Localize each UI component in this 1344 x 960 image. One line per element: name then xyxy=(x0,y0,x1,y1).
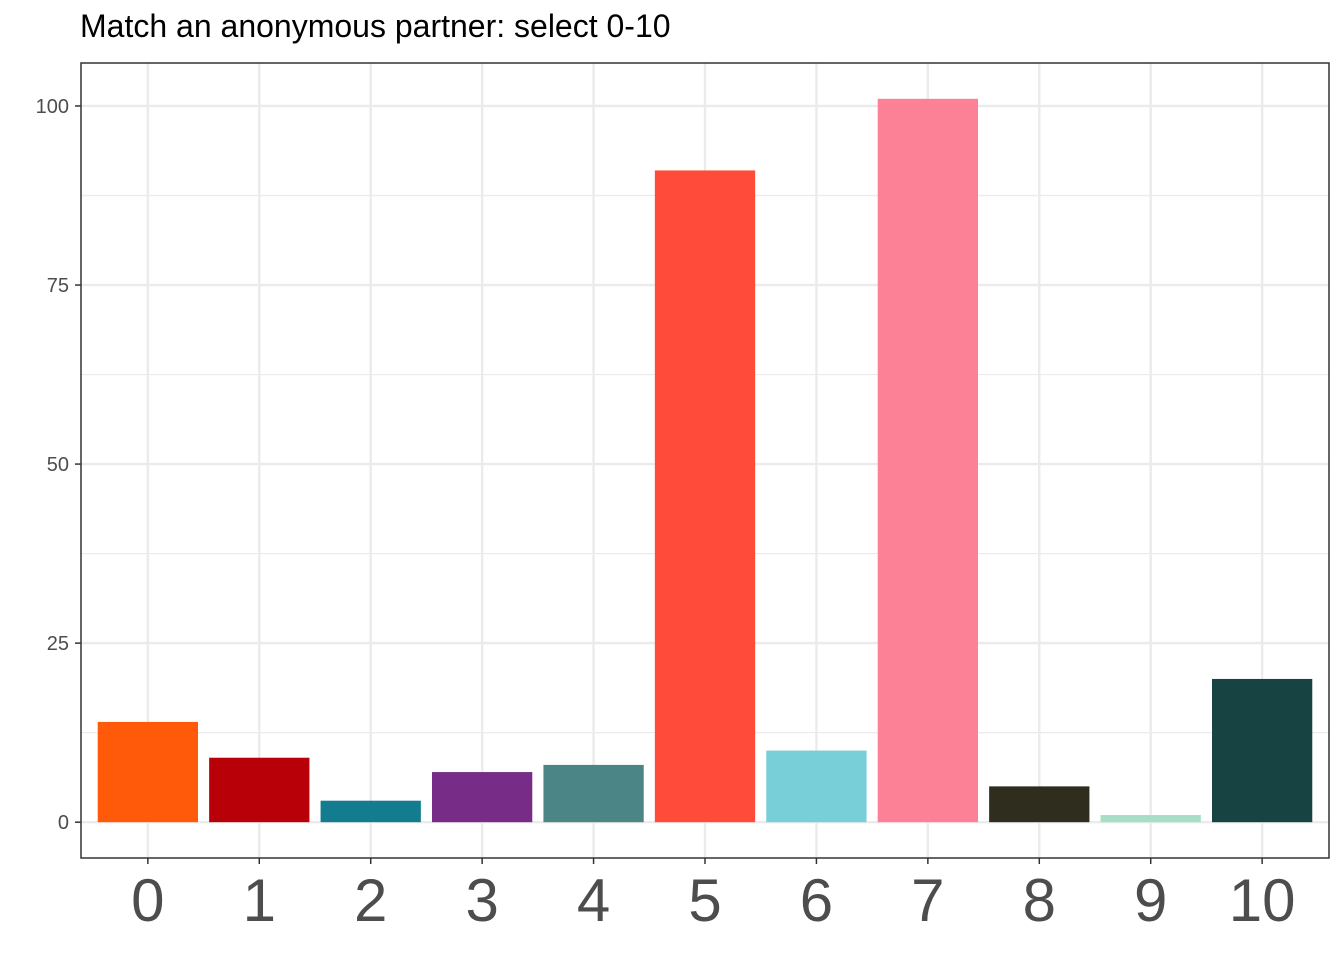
xtick-label: 3 xyxy=(465,867,498,934)
bar-1 xyxy=(209,757,310,823)
xtick-label: 4 xyxy=(577,867,610,934)
xtick-label: 10 xyxy=(1229,867,1296,934)
xtick-label: 0 xyxy=(131,867,164,934)
xtick-label: 1 xyxy=(243,867,276,934)
ytick-label: 25 xyxy=(47,633,69,655)
xtick-label: 5 xyxy=(688,867,721,934)
ytick-label: 75 xyxy=(47,275,69,297)
bar-0 xyxy=(97,721,198,823)
xtick-label: 2 xyxy=(354,867,387,934)
bar-9 xyxy=(1100,815,1201,823)
chart-title: Match an anonymous partner: select 0-10 xyxy=(80,8,671,44)
xtick-label: 9 xyxy=(1134,867,1167,934)
xtick-label: 6 xyxy=(800,867,833,934)
bar-2 xyxy=(320,800,421,823)
bar-8 xyxy=(989,786,1090,823)
ytick-label: 0 xyxy=(58,812,69,834)
bar-4 xyxy=(543,764,644,823)
bar-7 xyxy=(877,98,978,823)
ytick-label: 50 xyxy=(47,454,69,476)
bars xyxy=(97,98,1313,823)
ytick-label: 100 xyxy=(36,96,69,118)
xtick-label: 7 xyxy=(911,867,944,934)
bar-5 xyxy=(654,170,756,823)
bar-10 xyxy=(1212,678,1313,823)
xtick-label: 8 xyxy=(1023,867,1056,934)
axes: 0 25 50 75 100 0 1 2 3 4 5 6 7 8 9 10 xyxy=(36,96,1296,934)
bar-6 xyxy=(766,750,867,823)
bar-3 xyxy=(432,772,533,823)
